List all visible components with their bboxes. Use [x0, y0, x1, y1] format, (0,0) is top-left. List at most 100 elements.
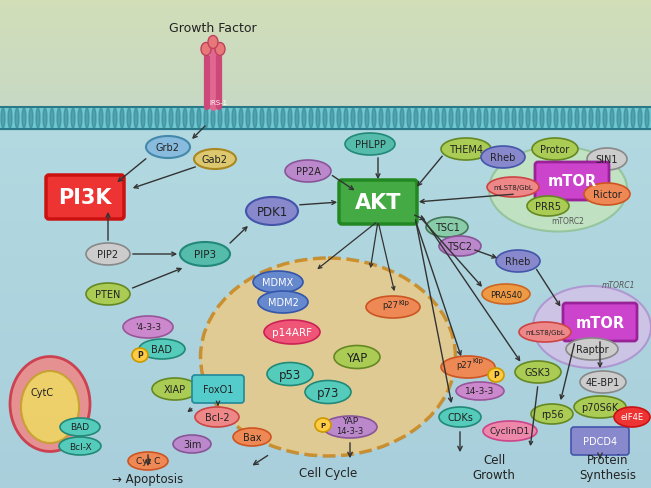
Ellipse shape	[526, 109, 530, 129]
Text: FoxO1: FoxO1	[203, 384, 233, 394]
Text: PHLPP: PHLPP	[355, 140, 385, 150]
Ellipse shape	[470, 109, 474, 129]
Ellipse shape	[614, 407, 650, 427]
Ellipse shape	[141, 109, 145, 129]
Ellipse shape	[281, 109, 285, 129]
Ellipse shape	[86, 284, 130, 305]
Ellipse shape	[414, 109, 418, 129]
Ellipse shape	[225, 109, 229, 129]
Ellipse shape	[120, 109, 124, 129]
Ellipse shape	[351, 109, 355, 129]
Ellipse shape	[253, 271, 303, 293]
Ellipse shape	[337, 109, 341, 129]
Ellipse shape	[477, 109, 481, 129]
Ellipse shape	[128, 452, 168, 470]
Ellipse shape	[258, 291, 308, 313]
Ellipse shape	[442, 109, 446, 129]
Ellipse shape	[487, 178, 539, 198]
Text: PI3K: PI3K	[58, 187, 112, 207]
Ellipse shape	[305, 381, 351, 404]
Text: Kip: Kip	[398, 299, 409, 305]
Text: Growth Factor: Growth Factor	[169, 21, 256, 35]
Ellipse shape	[519, 109, 523, 129]
FancyBboxPatch shape	[46, 176, 124, 220]
Ellipse shape	[86, 244, 130, 265]
Ellipse shape	[99, 109, 103, 129]
Ellipse shape	[246, 109, 250, 129]
Ellipse shape	[29, 109, 33, 129]
Ellipse shape	[59, 437, 101, 455]
Ellipse shape	[201, 43, 211, 57]
Ellipse shape	[267, 109, 271, 129]
Ellipse shape	[285, 161, 331, 183]
Ellipse shape	[439, 407, 481, 427]
Ellipse shape	[139, 339, 185, 359]
Ellipse shape	[568, 109, 572, 129]
Ellipse shape	[152, 378, 198, 400]
Ellipse shape	[146, 137, 190, 159]
Ellipse shape	[330, 109, 334, 129]
Bar	[0, 108, 651, 130]
Text: Protein
Synthesis: Protein Synthesis	[579, 453, 637, 481]
Ellipse shape	[587, 149, 627, 171]
Text: Raptor: Raptor	[575, 345, 608, 354]
Text: Gab2: Gab2	[202, 155, 228, 164]
Ellipse shape	[334, 346, 380, 369]
Text: p53: p53	[279, 368, 301, 381]
Text: PIP3: PIP3	[194, 249, 216, 260]
Ellipse shape	[232, 109, 236, 129]
Ellipse shape	[22, 109, 26, 129]
Text: Bcl-2: Bcl-2	[204, 412, 229, 422]
Ellipse shape	[309, 109, 313, 129]
FancyBboxPatch shape	[563, 304, 637, 341]
Ellipse shape	[554, 109, 558, 129]
Text: mTORC2: mTORC2	[551, 217, 585, 226]
Ellipse shape	[366, 296, 420, 318]
Ellipse shape	[288, 109, 292, 129]
Text: p14ARF: p14ARF	[272, 327, 312, 337]
Ellipse shape	[441, 139, 491, 161]
Ellipse shape	[631, 109, 635, 129]
Ellipse shape	[365, 109, 369, 129]
Ellipse shape	[575, 109, 579, 129]
Text: IRS-1: IRS-1	[209, 100, 227, 106]
Text: CDKs: CDKs	[447, 412, 473, 422]
Ellipse shape	[582, 109, 586, 129]
Ellipse shape	[532, 139, 578, 161]
Text: eIF4E: eIF4E	[620, 413, 644, 422]
Text: XIAP: XIAP	[164, 384, 186, 394]
Ellipse shape	[407, 109, 411, 129]
Text: MDMX: MDMX	[262, 278, 294, 287]
Ellipse shape	[78, 109, 82, 129]
Text: → Apoptosis: → Apoptosis	[113, 472, 184, 486]
Ellipse shape	[533, 109, 537, 129]
Text: p27: p27	[456, 361, 472, 370]
Text: p70S6K: p70S6K	[581, 402, 618, 412]
Ellipse shape	[449, 109, 453, 129]
Ellipse shape	[610, 109, 614, 129]
Ellipse shape	[483, 421, 537, 441]
Ellipse shape	[456, 382, 504, 400]
Ellipse shape	[345, 134, 395, 156]
Ellipse shape	[441, 356, 495, 378]
Ellipse shape	[533, 286, 651, 368]
Ellipse shape	[435, 109, 439, 129]
Text: PIP2: PIP2	[98, 249, 118, 260]
Text: PTEN: PTEN	[95, 289, 120, 299]
Ellipse shape	[439, 237, 481, 257]
Text: Bax: Bax	[243, 432, 261, 442]
Ellipse shape	[123, 316, 173, 338]
Ellipse shape	[36, 109, 40, 129]
Text: PDCD4: PDCD4	[583, 436, 617, 446]
Ellipse shape	[505, 109, 509, 129]
Ellipse shape	[624, 109, 628, 129]
Ellipse shape	[180, 243, 230, 266]
Ellipse shape	[527, 197, 569, 217]
Ellipse shape	[233, 428, 271, 446]
Ellipse shape	[519, 323, 571, 342]
Text: PRR5: PRR5	[535, 202, 561, 212]
Ellipse shape	[531, 404, 573, 424]
Ellipse shape	[57, 109, 61, 129]
Ellipse shape	[183, 109, 187, 129]
Text: mTOR: mTOR	[575, 315, 624, 330]
